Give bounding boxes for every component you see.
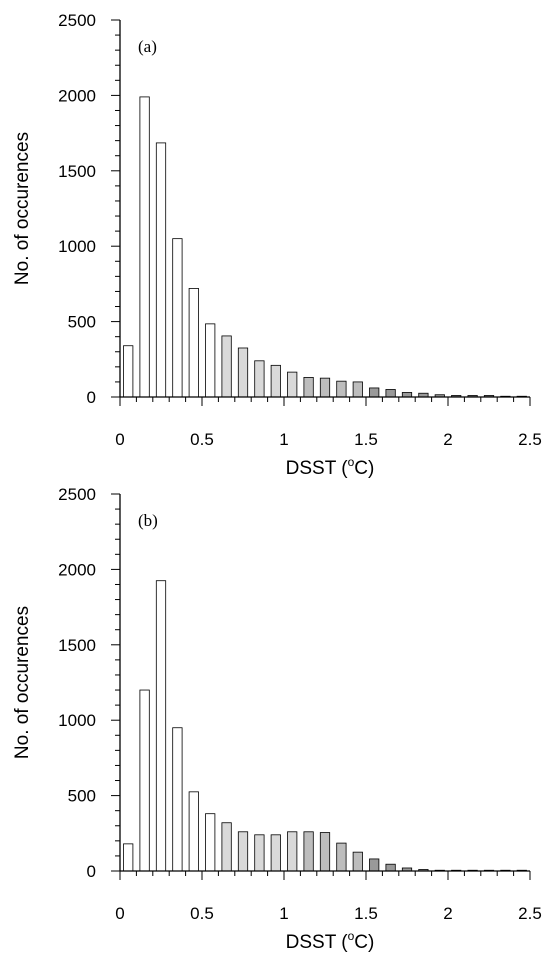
bar [188,288,199,398]
chart-panel: 0 0.5 1 1.5 2 2.5 0 500 1000 1500 2000 2500 No. of o… [12,11,542,479]
bar [254,834,265,872]
bar [139,689,150,872]
x-axis-label-superscript: o [348,455,355,469]
y-tick-label: 2500 [58,11,96,30]
x-tick-label: 0 [115,430,124,449]
bar [205,813,216,872]
bar [172,727,183,872]
x-tick-label: 1.5 [354,904,378,923]
x-axis-label: DSST (oC) [286,929,375,953]
x-tick-label: 1 [279,904,288,923]
bar [336,842,347,872]
y-axis-label: No. of occurences [12,132,33,285]
bar [221,822,232,872]
x-tick-label: 2 [443,430,452,449]
x-axis-label-main: DSST ( [286,932,349,953]
x-axis-label-main: DSST ( [286,458,349,479]
x-tick-label: 2.5 [518,430,542,449]
y-tick-label: 2500 [58,485,96,504]
y-tick-label: 500 [68,313,96,332]
y-tick-label: 1500 [58,636,96,655]
bar [336,380,347,398]
bar [254,360,265,398]
bar [385,389,396,398]
bar [385,863,396,872]
bar [155,142,167,398]
bar [352,381,363,398]
y-tick-label: 1000 [58,237,96,256]
bars [123,580,527,872]
bar [123,345,134,398]
x-tick-label: 0 [115,904,124,923]
x-tick-label: 1 [279,430,288,449]
bar [303,376,314,398]
x-tick-label: 0.5 [190,430,214,449]
x-tick-label: 1.5 [354,430,378,449]
bar [270,834,281,872]
bar [172,238,183,398]
bar [123,843,134,872]
x-axis-label-superscript: o [348,929,355,943]
bar [188,791,199,872]
y-tick-label: 500 [68,787,96,806]
panel-label: (a) [138,37,157,56]
bar [221,335,232,398]
bar [369,387,380,398]
bar [205,323,216,398]
bar [237,831,249,872]
bar [352,851,363,872]
y-tick-label: 2000 [58,86,96,105]
bar [319,832,331,872]
bar [139,96,150,398]
y-tick-label: 0 [87,388,96,407]
bar [287,371,298,398]
bar [369,858,380,872]
y-tick-label: 1000 [58,711,96,730]
bar [303,831,314,872]
bar [155,580,167,872]
x-tick-label: 0.5 [190,904,214,923]
x-tick-label: 2 [443,904,452,923]
bars [123,96,527,398]
panel-label: (b) [138,511,158,530]
bar [287,831,298,872]
y-axis-label: No. of occurences [12,606,33,759]
y-tick-label: 0 [87,862,96,881]
bar [237,347,249,398]
y-tick-label: 1500 [58,162,96,181]
x-axis-label-unit: C) [354,932,374,953]
x-axis-label-unit: C) [354,458,374,479]
bar [401,392,413,398]
x-tick-label: 2.5 [518,904,542,923]
y-tick-label: 2000 [58,560,96,579]
bar [319,377,331,398]
bar [270,364,281,398]
chart-panel: 0 0.5 1 1.5 2 2.5 0 500 1000 1500 2000 2500 No. of o… [12,485,542,953]
x-axis-label: DSST (oC) [286,455,375,479]
